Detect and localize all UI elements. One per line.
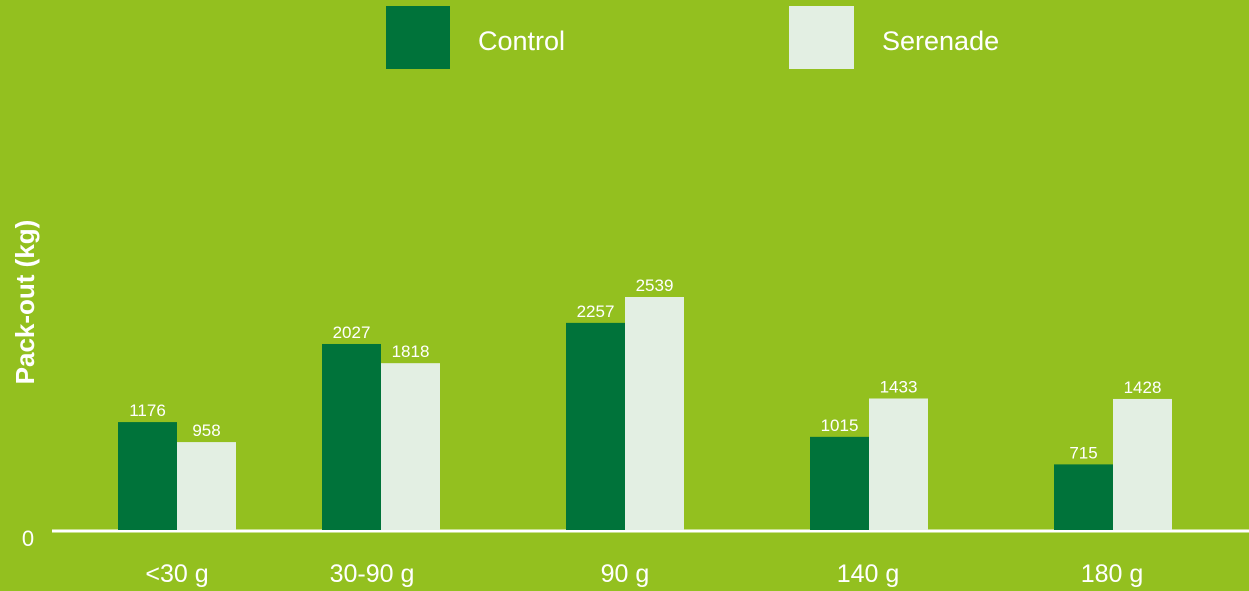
legend-label-control: Control bbox=[478, 26, 565, 56]
bar-serenade-0 bbox=[177, 442, 236, 530]
legend-swatch-serenade bbox=[789, 6, 854, 69]
value-label-serenade-0: 958 bbox=[192, 421, 220, 440]
bar-serenade-4 bbox=[1113, 398, 1172, 530]
category-labels-layer: <30 g 30-90 g 90 g 140 g 180 g bbox=[145, 560, 1143, 588]
value-label-control-1: 2027 bbox=[333, 323, 371, 342]
value-label-control-3: 1015 bbox=[821, 416, 859, 435]
category-label-0: <30 g bbox=[145, 560, 208, 588]
bar-control-3 bbox=[810, 436, 869, 530]
bar-control-1 bbox=[322, 343, 381, 530]
legend-label-serenade: Serenade bbox=[882, 26, 999, 56]
value-label-control-0: 1176 bbox=[129, 401, 166, 420]
category-label-3: 140 g bbox=[837, 560, 900, 588]
value-label-control-2: 2257 bbox=[577, 302, 615, 321]
bar-control-4 bbox=[1054, 464, 1113, 530]
y-axis-zero-label: 0 bbox=[22, 526, 34, 551]
value-label-serenade-4: 1428 bbox=[1124, 378, 1162, 397]
bar-serenade-2 bbox=[625, 297, 684, 530]
bar-serenade-3 bbox=[869, 398, 928, 530]
bars-layer bbox=[118, 297, 1172, 530]
bar-control-2 bbox=[566, 322, 625, 530]
category-label-1: 30-90 g bbox=[330, 560, 415, 588]
value-label-serenade-1: 1818 bbox=[392, 342, 430, 361]
value-labels-layer: 1176 958 2027 1818 2257 2539 1015 1433 715 1428 bbox=[129, 276, 1161, 462]
category-label-4: 180 g bbox=[1081, 560, 1144, 588]
legend-swatch-control bbox=[386, 6, 450, 69]
legend: Control Serenade bbox=[386, 6, 999, 69]
bar-control-0 bbox=[118, 422, 177, 530]
value-label-serenade-2: 2539 bbox=[636, 276, 674, 295]
category-label-2: 90 g bbox=[601, 560, 650, 588]
bar-serenade-1 bbox=[381, 363, 440, 530]
value-label-serenade-3: 1433 bbox=[880, 377, 918, 396]
value-label-control-4: 715 bbox=[1069, 443, 1097, 462]
y-axis-label: Pack-out (kg) bbox=[10, 220, 40, 385]
